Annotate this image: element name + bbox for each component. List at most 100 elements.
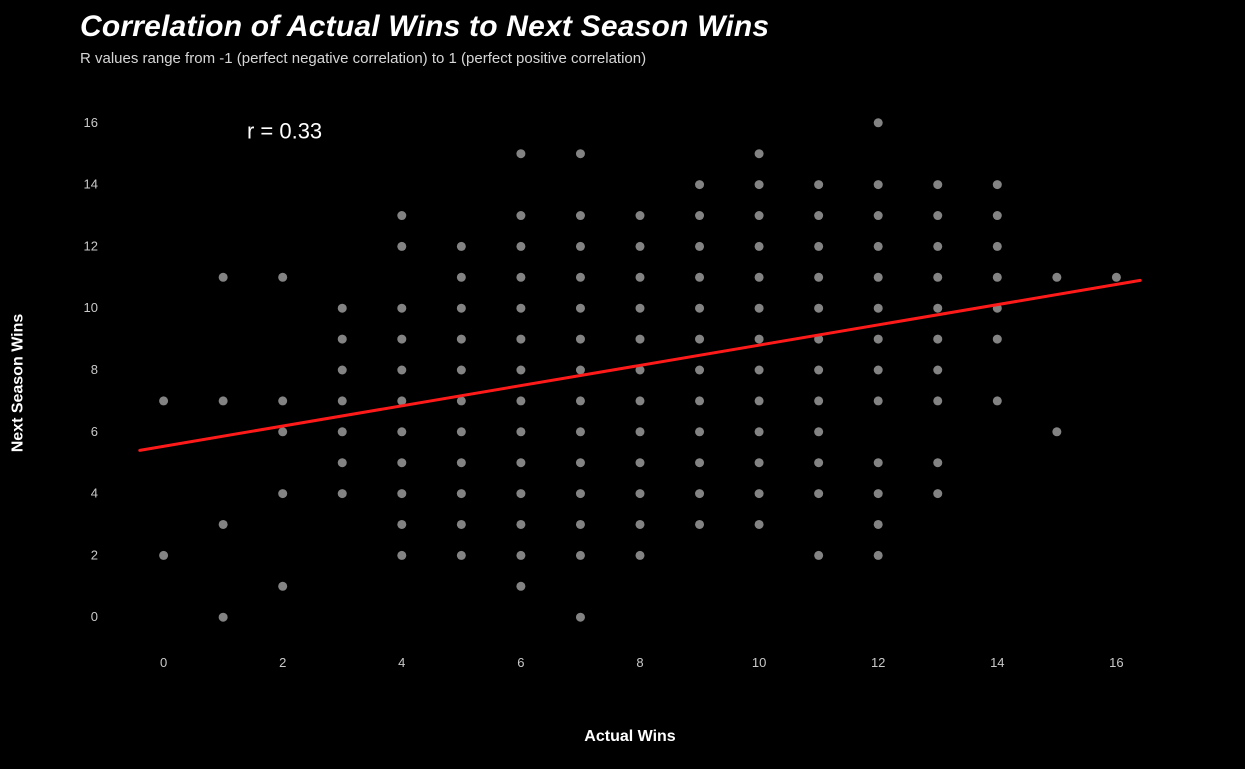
scatter-point	[516, 273, 525, 282]
y-tick-label: 16	[84, 115, 98, 130]
scatter-point	[219, 613, 228, 622]
scatter-point	[755, 520, 764, 529]
scatter-point	[933, 458, 942, 467]
chart-title: Correlation of Actual Wins to Next Seaso…	[80, 10, 769, 44]
scatter-point	[516, 242, 525, 251]
x-tick-label: 16	[1109, 655, 1123, 670]
scatter-point	[516, 396, 525, 405]
scatter-point	[397, 551, 406, 560]
scatter-point	[516, 304, 525, 313]
x-tick-label: 0	[160, 655, 167, 670]
scatter-point	[338, 427, 347, 436]
scatter-point	[755, 427, 764, 436]
scatter-point	[874, 551, 883, 560]
scatter-point	[874, 304, 883, 313]
scatter-point	[278, 273, 287, 282]
y-tick-label: 14	[84, 177, 98, 192]
scatter-point	[695, 304, 704, 313]
scatter-point	[814, 427, 823, 436]
y-axis-label: Next Season Wins	[8, 85, 28, 680]
scatter-point	[576, 613, 585, 622]
scatter-point	[636, 489, 645, 498]
scatter-point	[516, 335, 525, 344]
scatter-point	[755, 458, 764, 467]
scatter-point	[1112, 273, 1121, 282]
scatter-point	[933, 304, 942, 313]
scatter-point	[457, 366, 466, 375]
scatter-point	[576, 551, 585, 560]
scatter-point	[1052, 427, 1061, 436]
scatter-point	[993, 273, 1002, 282]
scatter-point	[755, 366, 764, 375]
scatter-point	[814, 366, 823, 375]
scatter-point	[516, 551, 525, 560]
scatter-point	[278, 582, 287, 591]
scatter-point	[576, 242, 585, 251]
scatter-point	[814, 396, 823, 405]
scatter-point	[338, 366, 347, 375]
scatter-point	[695, 520, 704, 529]
scatter-point	[576, 427, 585, 436]
scatter-point	[338, 335, 347, 344]
scatter-point	[814, 242, 823, 251]
scatter-point	[814, 211, 823, 220]
scatter-point	[755, 149, 764, 158]
scatter-point	[159, 396, 168, 405]
scatter-point	[576, 396, 585, 405]
scatter-point	[695, 273, 704, 282]
scatter-point	[278, 427, 287, 436]
scatter-point	[814, 180, 823, 189]
scatter-point	[397, 242, 406, 251]
scatter-point	[874, 118, 883, 127]
scatter-point	[933, 335, 942, 344]
scatter-point	[397, 427, 406, 436]
scatter-point	[397, 304, 406, 313]
scatter-point	[636, 211, 645, 220]
scatter-point	[397, 489, 406, 498]
scatter-point	[874, 273, 883, 282]
scatter-plot: 02468101214160246810121416r = 0.33	[75, 85, 1185, 680]
scatter-point	[576, 335, 585, 344]
scatter-point	[933, 489, 942, 498]
y-tick-label: 0	[91, 609, 98, 624]
scatter-point	[993, 242, 1002, 251]
scatter-point	[695, 180, 704, 189]
scatter-point	[814, 458, 823, 467]
scatter-point	[814, 489, 823, 498]
plot-svg: 02468101214160246810121416r = 0.33	[75, 85, 1185, 680]
scatter-point	[576, 520, 585, 529]
scatter-point	[874, 489, 883, 498]
scatter-point	[874, 366, 883, 375]
scatter-point	[933, 242, 942, 251]
r-value-annotation: r = 0.33	[247, 118, 322, 143]
scatter-point	[993, 211, 1002, 220]
scatter-point	[516, 582, 525, 591]
scatter-point	[397, 366, 406, 375]
scatter-point	[457, 273, 466, 282]
y-tick-label: 4	[91, 486, 98, 501]
scatter-point	[457, 551, 466, 560]
scatter-point	[993, 396, 1002, 405]
scatter-point	[933, 396, 942, 405]
scatter-point	[874, 211, 883, 220]
scatter-point	[636, 242, 645, 251]
scatter-point	[457, 520, 466, 529]
x-tick-label: 14	[990, 655, 1004, 670]
scatter-point	[636, 520, 645, 529]
scatter-point	[755, 273, 764, 282]
scatter-point	[695, 335, 704, 344]
scatter-point	[338, 396, 347, 405]
scatter-point	[397, 211, 406, 220]
scatter-point	[814, 304, 823, 313]
scatter-point	[576, 211, 585, 220]
scatter-point	[933, 366, 942, 375]
scatter-point	[516, 489, 525, 498]
scatter-point	[933, 180, 942, 189]
x-tick-label: 8	[636, 655, 643, 670]
scatter-point	[695, 427, 704, 436]
x-tick-label: 6	[517, 655, 524, 670]
scatter-point	[755, 180, 764, 189]
scatter-point	[933, 273, 942, 282]
y-tick-label: 2	[91, 547, 98, 562]
x-tick-label: 12	[871, 655, 885, 670]
